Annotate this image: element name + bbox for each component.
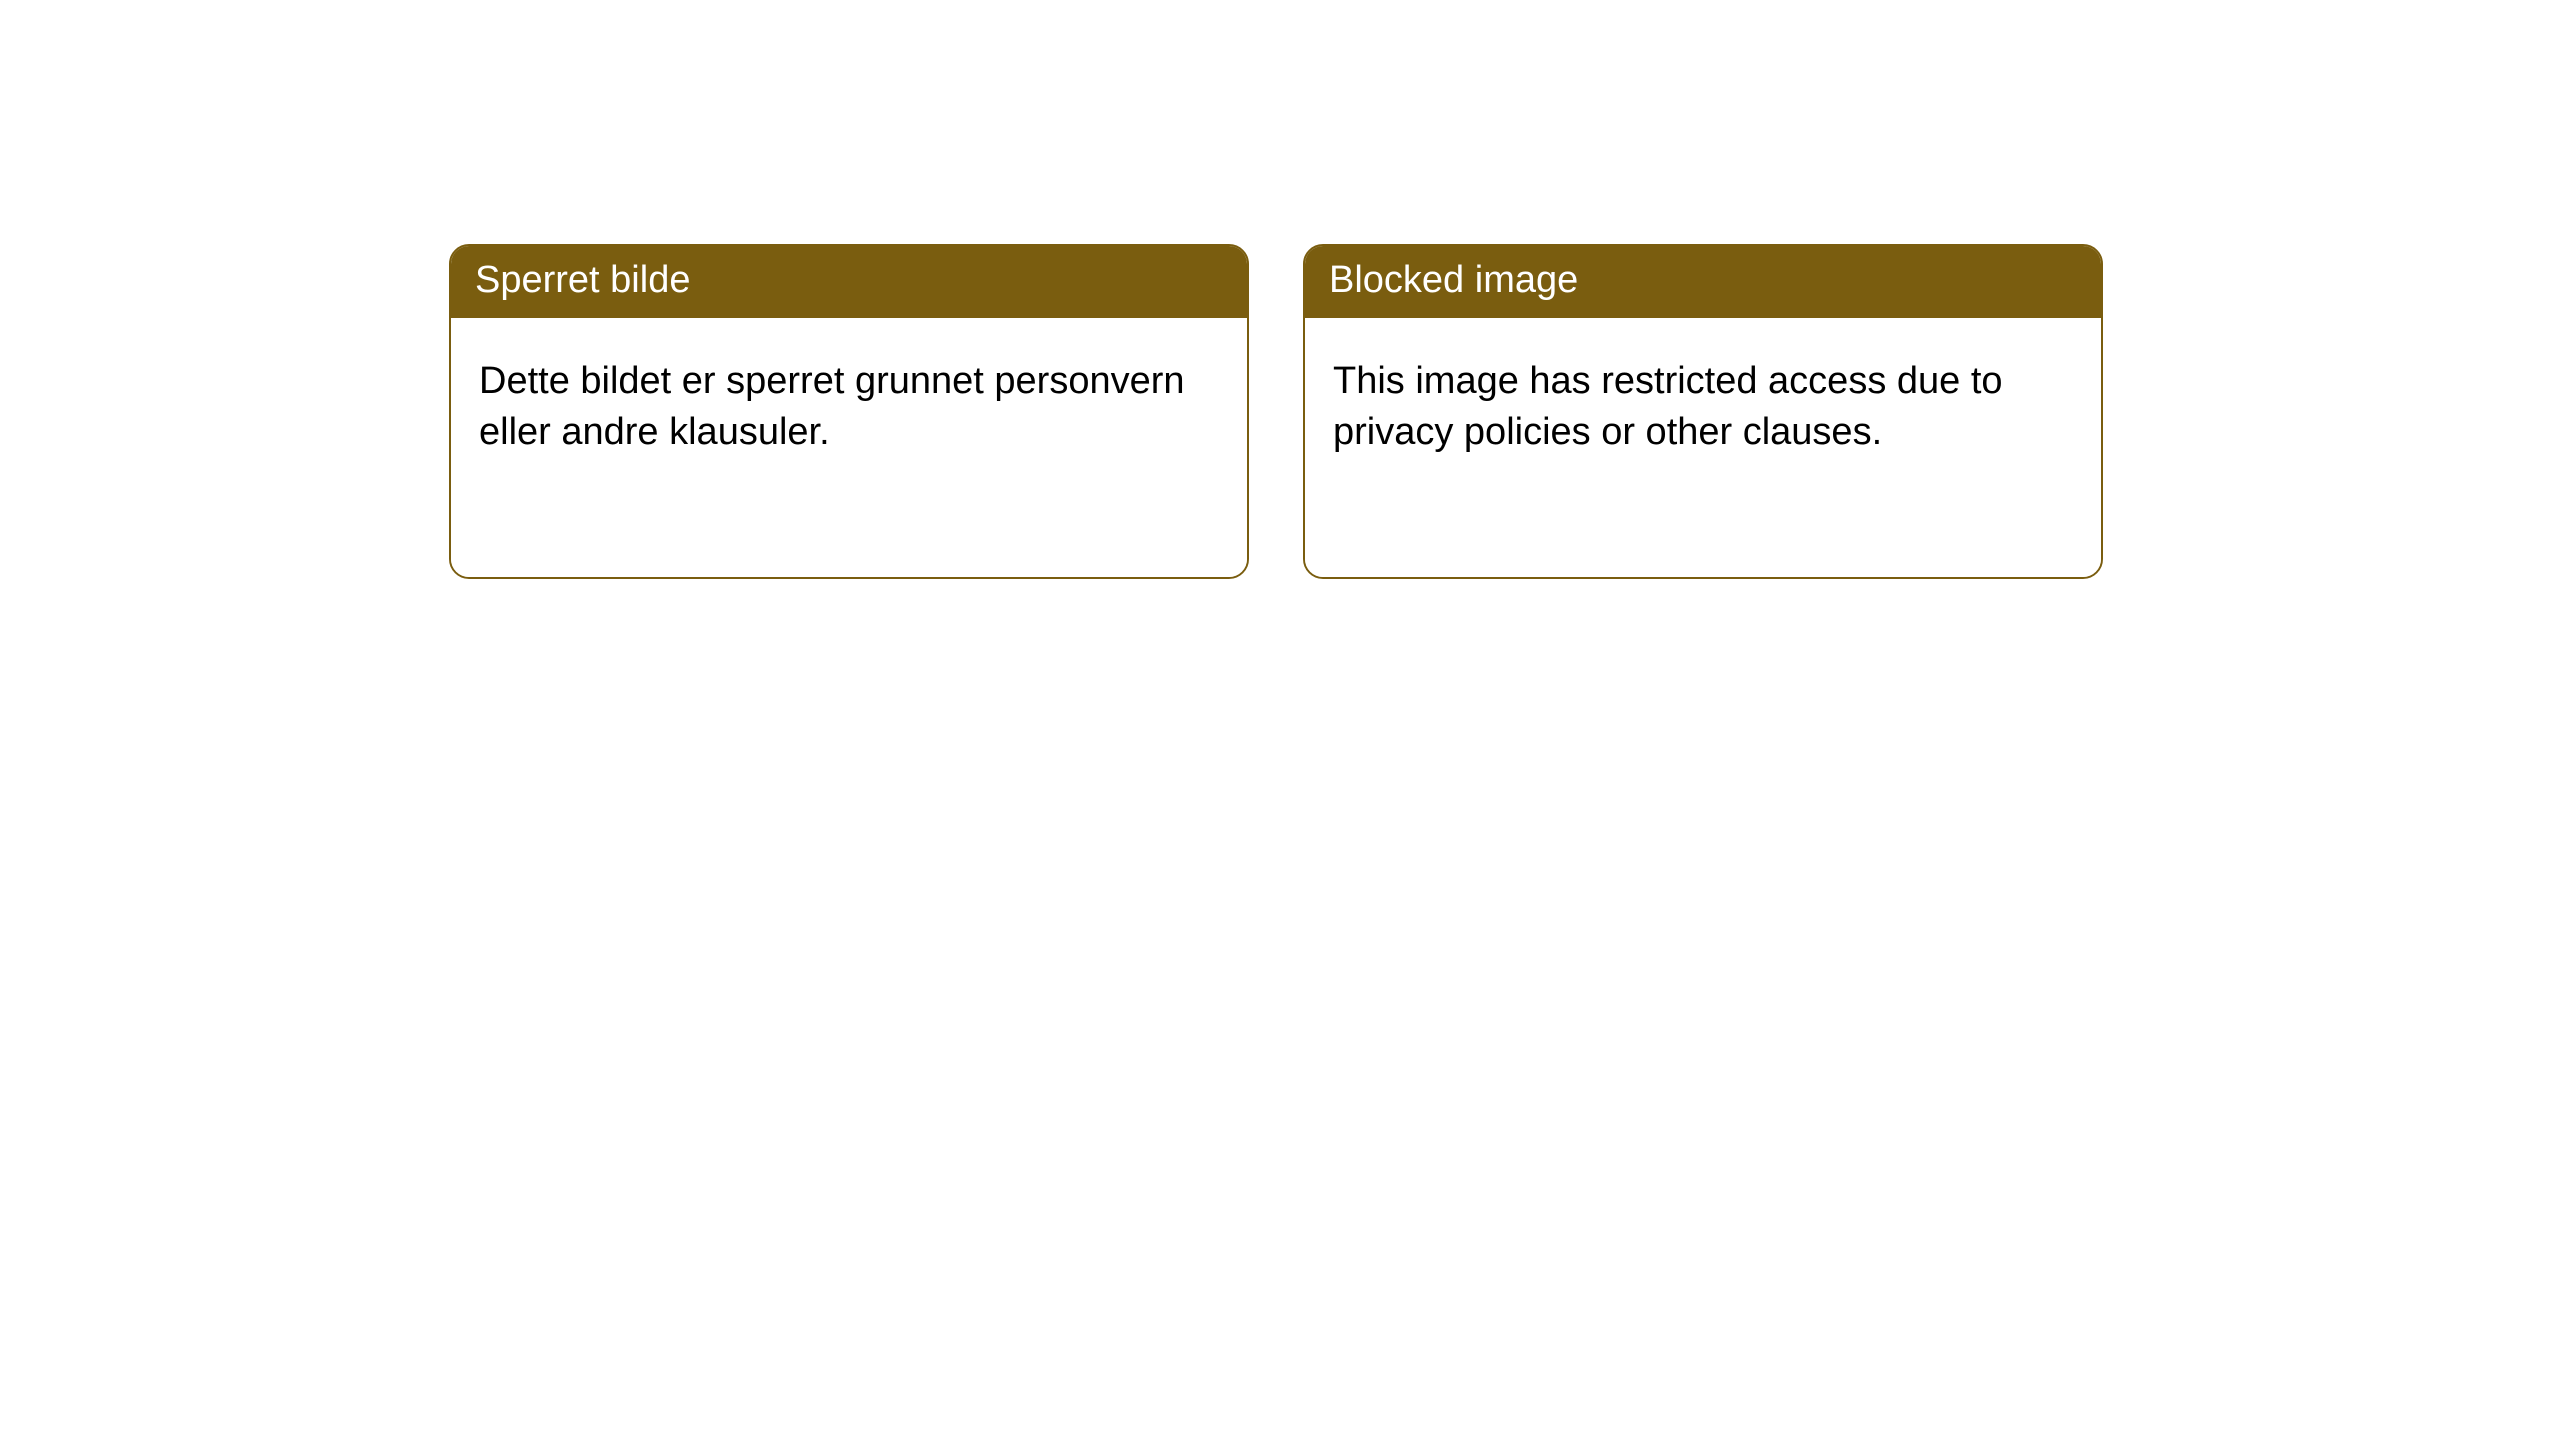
notice-body-en: This image has restricted access due to … — [1305, 318, 2101, 577]
notice-container: Sperret bilde Dette bildet er sperret gr… — [0, 0, 2560, 579]
notice-card-en: Blocked image This image has restricted … — [1303, 244, 2103, 579]
notice-header-no: Sperret bilde — [451, 246, 1247, 318]
notice-body-no: Dette bildet er sperret grunnet personve… — [451, 318, 1247, 577]
notice-card-no: Sperret bilde Dette bildet er sperret gr… — [449, 244, 1249, 579]
notice-header-en: Blocked image — [1305, 246, 2101, 318]
